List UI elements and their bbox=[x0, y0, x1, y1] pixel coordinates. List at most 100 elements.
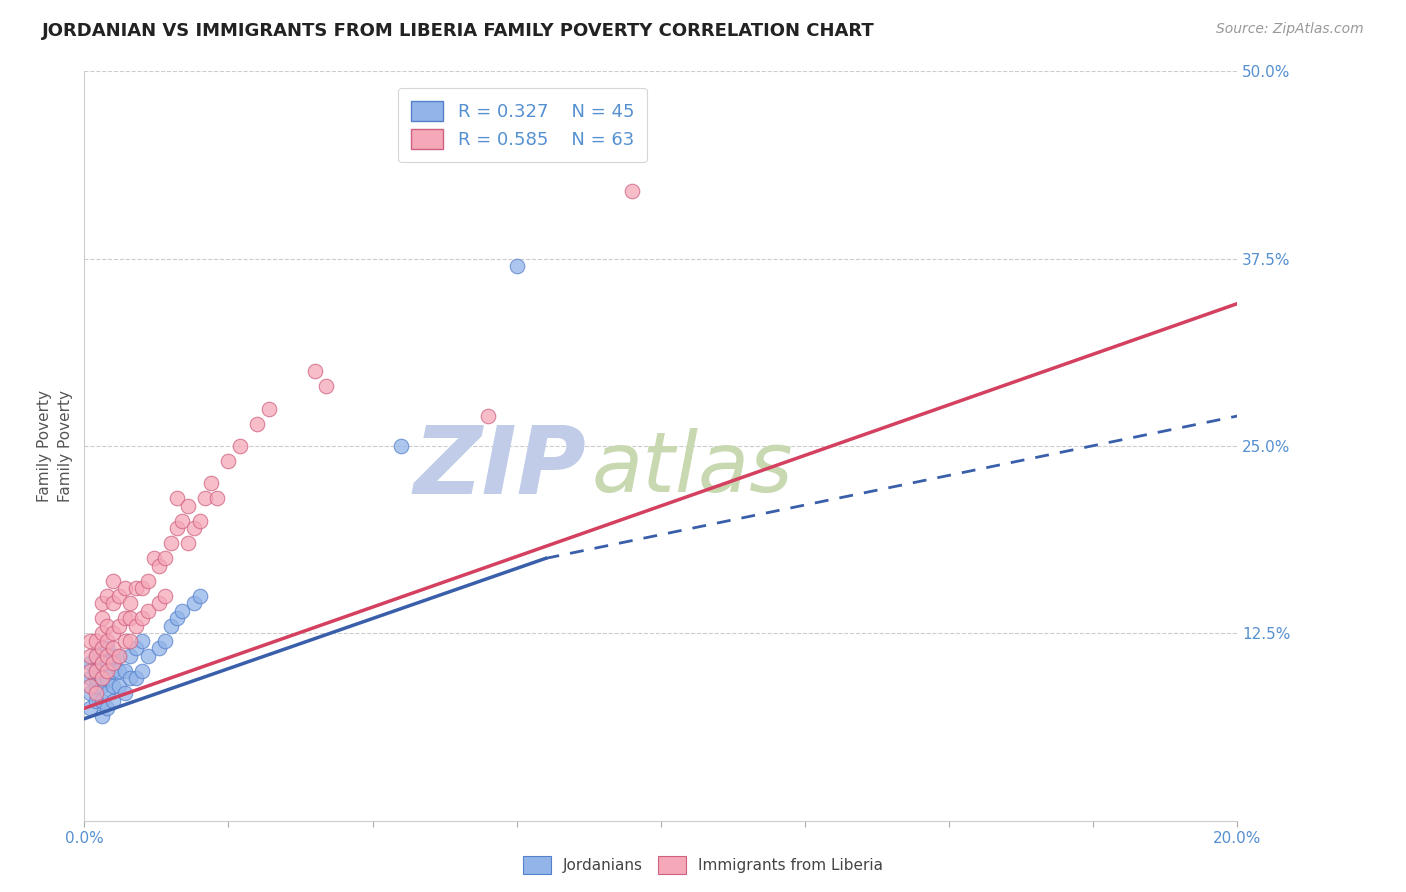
Point bbox=[136, 648, 159, 663]
Point bbox=[108, 648, 131, 663]
Point bbox=[90, 679, 112, 693]
Point bbox=[114, 633, 136, 648]
Point bbox=[125, 619, 148, 633]
Point bbox=[166, 521, 188, 535]
Point bbox=[103, 596, 124, 610]
Point bbox=[90, 671, 112, 685]
Point bbox=[79, 671, 101, 685]
Point bbox=[96, 657, 118, 671]
Point bbox=[257, 401, 280, 416]
Point bbox=[103, 679, 124, 693]
Point bbox=[108, 619, 131, 633]
Point bbox=[90, 657, 112, 671]
Point bbox=[96, 619, 118, 633]
Point bbox=[177, 499, 200, 513]
Point bbox=[131, 582, 153, 596]
Point bbox=[114, 611, 136, 625]
Point bbox=[79, 679, 101, 693]
Point bbox=[131, 664, 153, 678]
Point bbox=[90, 641, 112, 656]
Point bbox=[142, 551, 165, 566]
Point bbox=[621, 184, 644, 198]
Point bbox=[90, 708, 112, 723]
Point bbox=[84, 679, 107, 693]
Point bbox=[166, 611, 188, 625]
Point bbox=[148, 558, 170, 573]
Point bbox=[506, 259, 529, 273]
Point bbox=[120, 671, 142, 685]
Point bbox=[166, 491, 188, 506]
Point bbox=[172, 604, 194, 618]
Point bbox=[90, 671, 112, 685]
Point bbox=[90, 694, 112, 708]
Point bbox=[96, 671, 118, 685]
Text: Source: ZipAtlas.com: Source: ZipAtlas.com bbox=[1216, 22, 1364, 37]
Point bbox=[131, 633, 153, 648]
Point bbox=[177, 536, 200, 550]
Point bbox=[153, 551, 176, 566]
Point bbox=[391, 439, 413, 453]
Point bbox=[79, 633, 101, 648]
Point bbox=[90, 596, 112, 610]
Point bbox=[160, 619, 183, 633]
Point bbox=[84, 664, 107, 678]
Point bbox=[84, 664, 107, 678]
Point bbox=[108, 589, 131, 603]
Point bbox=[79, 701, 101, 715]
Point bbox=[131, 611, 153, 625]
Point bbox=[183, 596, 205, 610]
Point bbox=[96, 633, 118, 648]
Point bbox=[108, 648, 131, 663]
Text: ZIP: ZIP bbox=[413, 423, 586, 515]
Point bbox=[103, 664, 124, 678]
Point bbox=[205, 491, 228, 506]
Point bbox=[108, 679, 131, 693]
Legend: R = 0.327    N = 45, R = 0.585    N = 63: R = 0.327 N = 45, R = 0.585 N = 63 bbox=[398, 88, 647, 162]
Point bbox=[103, 626, 124, 640]
Point bbox=[96, 648, 118, 663]
Point bbox=[84, 694, 107, 708]
Point bbox=[136, 604, 159, 618]
Point bbox=[114, 582, 136, 596]
Point bbox=[96, 641, 118, 656]
Point bbox=[218, 454, 240, 468]
Point bbox=[183, 521, 205, 535]
Text: JORDANIAN VS IMMIGRANTS FROM LIBERIA FAMILY POVERTY CORRELATION CHART: JORDANIAN VS IMMIGRANTS FROM LIBERIA FAM… bbox=[42, 22, 875, 40]
Point bbox=[79, 648, 101, 663]
Point bbox=[315, 379, 337, 393]
Point bbox=[84, 633, 107, 648]
Point bbox=[120, 611, 142, 625]
Point bbox=[96, 686, 118, 700]
Point bbox=[120, 596, 142, 610]
Point bbox=[96, 701, 118, 715]
Point bbox=[79, 657, 101, 671]
Point bbox=[90, 626, 112, 640]
Point bbox=[148, 596, 170, 610]
Point bbox=[153, 633, 176, 648]
Y-axis label: Family Poverty: Family Poverty bbox=[58, 390, 73, 502]
Point bbox=[103, 648, 124, 663]
Point bbox=[103, 694, 124, 708]
Point bbox=[79, 686, 101, 700]
Point bbox=[188, 589, 211, 603]
Point bbox=[96, 589, 118, 603]
Point bbox=[136, 574, 159, 588]
Point bbox=[125, 671, 148, 685]
Point bbox=[125, 641, 148, 656]
Point bbox=[246, 417, 269, 431]
Point bbox=[103, 641, 124, 656]
Point bbox=[108, 664, 131, 678]
Point bbox=[148, 641, 170, 656]
Point bbox=[84, 686, 107, 700]
Point bbox=[172, 514, 194, 528]
Point bbox=[120, 648, 142, 663]
Text: atlas: atlas bbox=[592, 428, 793, 509]
Point bbox=[120, 633, 142, 648]
Point bbox=[84, 671, 107, 685]
Point bbox=[103, 574, 124, 588]
Point bbox=[84, 648, 107, 663]
Point bbox=[153, 589, 176, 603]
Point bbox=[200, 476, 222, 491]
Point bbox=[103, 657, 124, 671]
Point bbox=[114, 664, 136, 678]
